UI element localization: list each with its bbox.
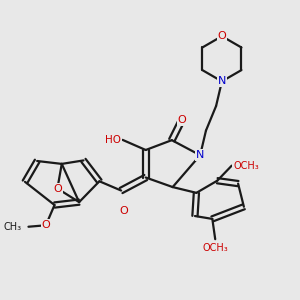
Text: O: O <box>218 31 226 41</box>
Text: HO: HO <box>105 135 121 145</box>
Text: O: O <box>53 184 62 194</box>
Text: OCH₃: OCH₃ <box>233 160 259 171</box>
Text: N: N <box>218 76 226 86</box>
Text: N: N <box>196 150 204 160</box>
Text: O: O <box>41 220 50 230</box>
Text: O: O <box>120 206 128 216</box>
Text: OCH₃: OCH₃ <box>202 243 228 253</box>
Text: O: O <box>178 115 186 125</box>
Text: CH₃: CH₃ <box>3 222 21 232</box>
